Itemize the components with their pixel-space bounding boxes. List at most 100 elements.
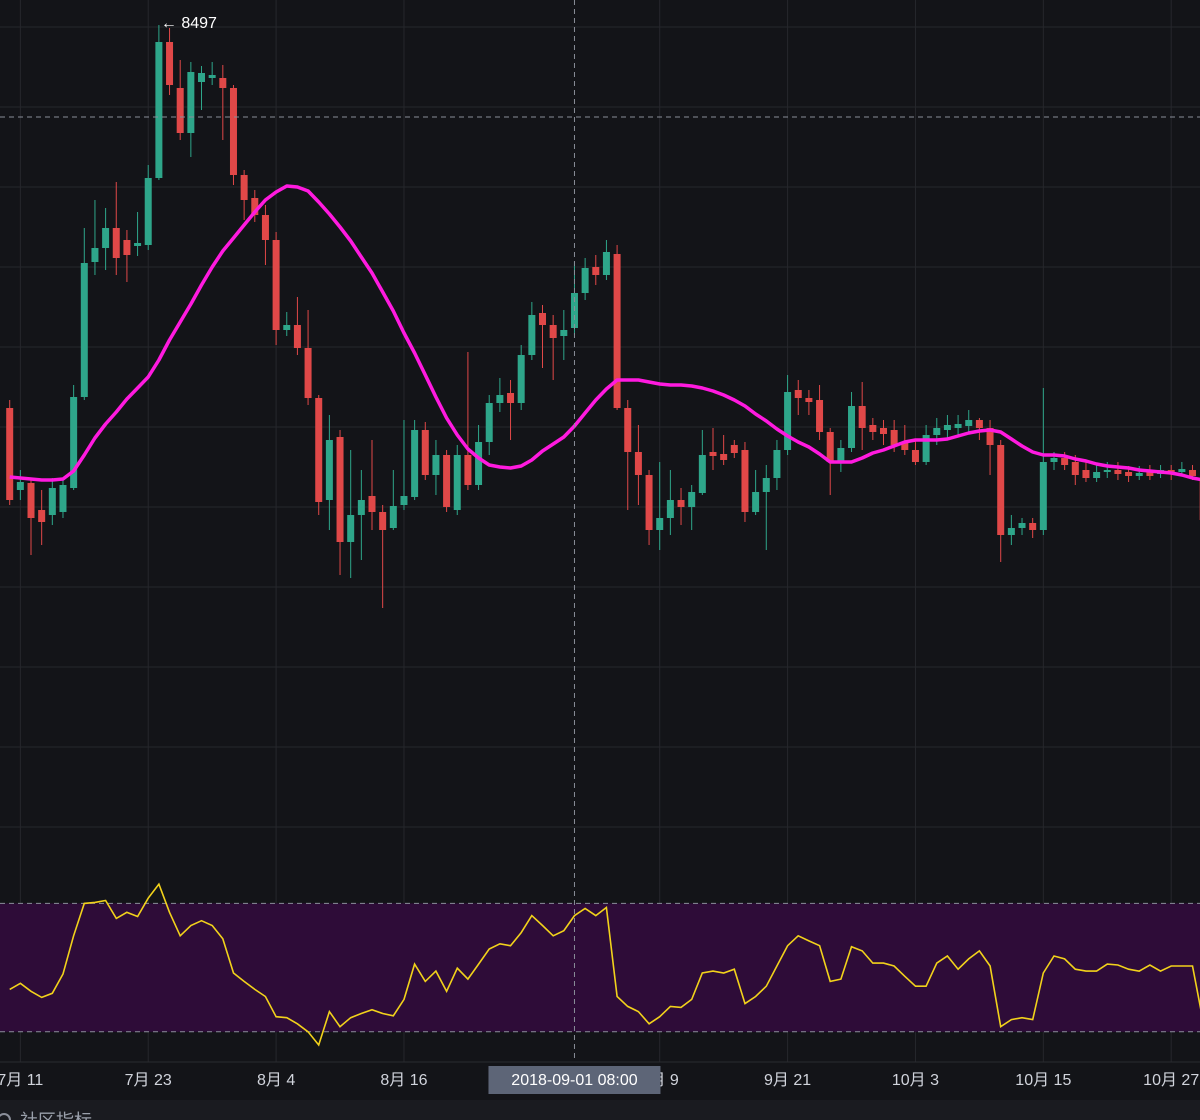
candle-body xyxy=(325,440,333,500)
footer-icon xyxy=(0,1113,11,1120)
candle-body xyxy=(997,445,1005,535)
x-tick-label: 7月 11 xyxy=(0,1072,43,1089)
candle-body xyxy=(134,243,142,246)
candle-body xyxy=(911,450,919,462)
candle-body xyxy=(102,228,110,248)
candle-body xyxy=(666,500,674,518)
x-tick-label: 10月 3 xyxy=(892,1072,939,1089)
candle-body xyxy=(634,452,642,475)
overlay: ← 8497 2018-09-01 08:00 xyxy=(0,0,1200,1094)
candle-body xyxy=(198,73,206,82)
candle-body xyxy=(91,248,99,262)
candle-body xyxy=(421,430,429,475)
candle-body xyxy=(581,268,589,293)
candle-body xyxy=(293,325,301,348)
candle-body xyxy=(443,455,451,507)
candle-body xyxy=(528,315,536,355)
candle-body xyxy=(677,500,685,507)
candle-body xyxy=(602,252,610,275)
candle-body xyxy=(389,506,397,528)
candle-body xyxy=(6,408,14,500)
candle-body xyxy=(1135,473,1143,476)
candle-body xyxy=(304,348,312,398)
candle-body xyxy=(794,390,802,398)
candle-body xyxy=(38,510,46,522)
candle-body xyxy=(379,512,387,530)
candle-body xyxy=(453,455,461,510)
rsi-panel xyxy=(0,882,1200,1047)
candle-body xyxy=(123,240,131,255)
rsi-line xyxy=(9,882,1200,1047)
candle-body xyxy=(48,488,56,515)
candle-body xyxy=(368,496,376,512)
candle-body xyxy=(645,475,653,530)
candle-body xyxy=(261,215,269,240)
x-tick-label: 10月 15 xyxy=(1015,1072,1071,1089)
candle-body xyxy=(229,88,237,175)
candle-body xyxy=(869,425,877,432)
candle-body xyxy=(901,443,909,450)
candle-body xyxy=(954,424,962,428)
candle-body xyxy=(70,397,78,488)
footer-label[interactable]: 社区指标 xyxy=(20,1111,92,1120)
candle-body xyxy=(1029,523,1037,530)
x-tick-label: 10月 27 xyxy=(1143,1072,1199,1089)
candle-body xyxy=(848,406,856,448)
candle-body xyxy=(1189,470,1197,476)
candle-body xyxy=(741,450,749,512)
candle-body xyxy=(1071,462,1079,475)
x-tick-label: 8月 16 xyxy=(380,1072,427,1089)
candle-body xyxy=(879,428,887,434)
candle-body xyxy=(1082,470,1090,478)
candle-body xyxy=(251,198,259,215)
candle-body xyxy=(272,240,280,330)
high-annotation: ← 8497 xyxy=(161,15,217,32)
candle-body xyxy=(432,455,440,475)
candle-body xyxy=(219,78,227,88)
candle-body xyxy=(698,455,706,493)
candle-body xyxy=(922,435,930,462)
candle-body xyxy=(283,325,291,330)
candle-body xyxy=(315,398,323,502)
candle-body xyxy=(27,483,35,518)
candle-body xyxy=(208,75,216,78)
candle-body xyxy=(336,437,344,542)
candle-body xyxy=(59,485,67,512)
candle-body xyxy=(943,425,951,430)
candle-body xyxy=(613,254,621,408)
moving-average-line xyxy=(9,184,1200,482)
candle-body xyxy=(752,492,760,512)
candle-body xyxy=(496,395,504,403)
candle-body xyxy=(357,500,365,515)
candle-body xyxy=(965,420,973,426)
x-tick-label: 7月 23 xyxy=(125,1072,172,1089)
candle-body xyxy=(1103,470,1111,472)
main-panel xyxy=(6,25,1200,608)
candle-body xyxy=(720,454,728,460)
candle-body xyxy=(816,400,824,432)
candle-body xyxy=(805,398,813,402)
candle-body xyxy=(1007,528,1015,535)
candle-body xyxy=(890,430,898,445)
candle-body xyxy=(144,178,152,245)
candle-body xyxy=(858,406,866,428)
grid-layer xyxy=(0,0,1200,1062)
candle-body xyxy=(464,455,472,485)
rsi-band xyxy=(0,903,1200,1032)
candle-body xyxy=(155,42,163,178)
candle-body xyxy=(475,442,483,485)
candle-body xyxy=(1178,469,1186,472)
candle-body xyxy=(1061,458,1069,465)
candle-body xyxy=(1114,470,1122,474)
candle-body xyxy=(176,88,184,133)
candle-body xyxy=(762,478,770,492)
candle-body xyxy=(112,228,120,258)
candle-body xyxy=(1146,472,1154,476)
candle-body xyxy=(624,408,632,452)
candle-body xyxy=(16,482,24,490)
candle-body xyxy=(986,428,994,445)
candle-body xyxy=(507,393,515,403)
candle-body xyxy=(826,432,834,462)
